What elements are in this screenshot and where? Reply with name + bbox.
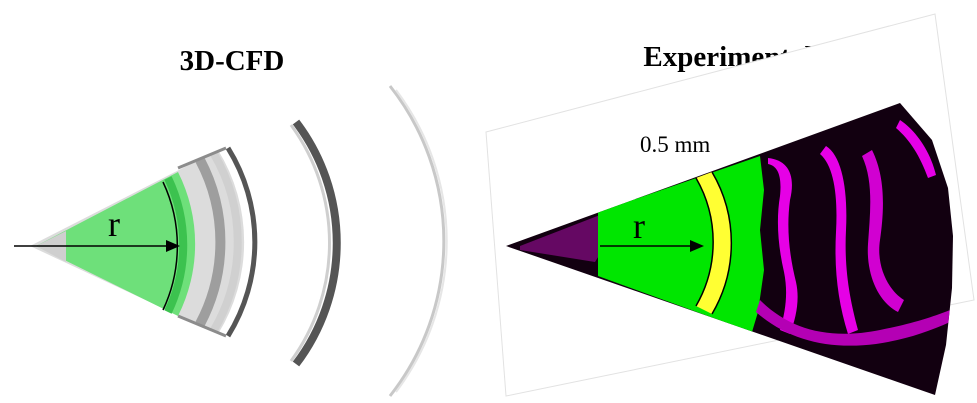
cfd-cavity-bottom-rim <box>177 314 227 338</box>
cfd-cavity-edge <box>225 146 258 338</box>
exp-radius-arrowhead <box>690 240 704 252</box>
cfd-cavity-band-2 <box>210 151 242 333</box>
cfd-spray-front-band <box>164 176 188 314</box>
cfd-cavity-top-rim <box>177 146 227 170</box>
panel-experimental: Experimental r 0.5 mm <box>485 13 975 397</box>
outer-wall-arc-shadow <box>395 89 448 393</box>
cfd-spray-sector <box>36 172 196 316</box>
exp-magenta-streak-4 <box>756 300 950 346</box>
cfd-radius-label: r <box>108 204 120 244</box>
panel-title-3d-cfd: 3D-CFD <box>180 45 285 77</box>
exp-magenta-speckle-far <box>896 120 936 178</box>
exp-magenta-streak-1 <box>768 158 798 334</box>
panel-3d-cfd: 3D-CFD r <box>14 45 448 397</box>
dark-ring-arc <box>292 119 341 367</box>
exp-sector-content <box>520 120 950 346</box>
cfd-radius-arrowhead <box>166 240 180 252</box>
exp-magenta-streak-3 <box>862 150 904 312</box>
exp-magenta-speckle-nozzle <box>520 215 610 262</box>
exp-yellow-band-outer-edge <box>711 171 733 315</box>
exp-magenta-streak-2 <box>820 146 858 334</box>
dark-ring-arc-highlight <box>289 124 332 362</box>
outer-wall-arc <box>388 85 446 397</box>
cfd-cavity-band-1 <box>195 157 226 327</box>
exp-radius-label: r <box>633 206 645 246</box>
exp-yellow-band-inner-edge <box>695 177 714 307</box>
exp-scale-label: 0.5 mm <box>640 132 710 157</box>
